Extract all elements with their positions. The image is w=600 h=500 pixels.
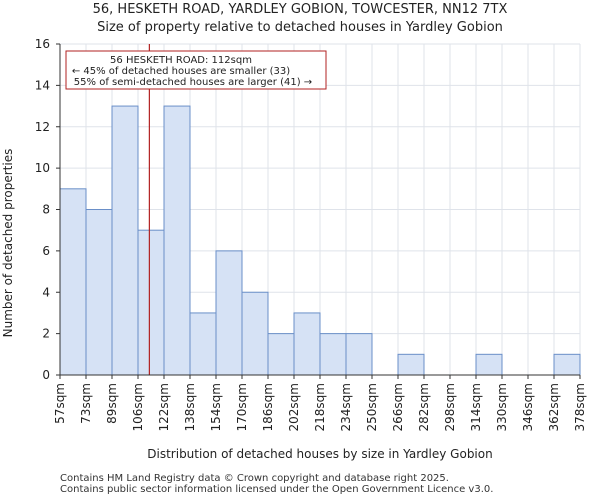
- bar-57sqm: [59, 188, 87, 376]
- bar-106sqm: [137, 229, 165, 376]
- y-tick-label-8: 8: [42, 203, 50, 217]
- bar-218sqm: [319, 333, 347, 376]
- bar-314sqm: [475, 353, 503, 376]
- y-tick-label-6: 6: [42, 244, 50, 258]
- x-tick-label-202sqm: 202sqm: [287, 383, 301, 431]
- y-tick-label-14: 14: [35, 78, 50, 92]
- y-tick-label-12: 12: [35, 120, 50, 134]
- bars: [59, 105, 581, 376]
- bar-154sqm: [215, 250, 243, 376]
- bar-186sqm: [267, 333, 295, 376]
- bar-170sqm: [241, 291, 269, 376]
- bar-266sqm: [397, 353, 425, 376]
- x-tick-label-73sqm: 73sqm: [79, 383, 93, 424]
- x-tick-label-122sqm: 122sqm: [157, 383, 171, 431]
- footer-licence: Contains public sector information licen…: [60, 484, 494, 495]
- y-tick-label-10: 10: [35, 161, 50, 175]
- x-tick-label-298sqm: 298sqm: [443, 383, 457, 431]
- y-axis-label: Number of detached properties: [1, 149, 15, 338]
- x-tick-label-57sqm: 57sqm: [53, 383, 67, 424]
- annotation-box: [65, 50, 327, 90]
- x-tick-label-218sqm: 218sqm: [313, 383, 327, 431]
- y-tick-label-4: 4: [42, 285, 50, 299]
- x-tick-label-362sqm: 362sqm: [547, 383, 561, 431]
- annotation-line-1: 56 HESKETH ROAD: 112sqm: [110, 55, 252, 66]
- y-tick-label-2: 2: [42, 327, 50, 341]
- x-tick-label-346sqm: 346sqm: [521, 383, 535, 431]
- bar-89sqm: [111, 105, 139, 376]
- x-tick-label-106sqm: 106sqm: [131, 383, 145, 431]
- bar-73sqm: [85, 209, 113, 376]
- annotation-line-3: 55% of semi-detached houses are larger (…: [74, 77, 312, 88]
- x-tick-label-170sqm: 170sqm: [235, 383, 249, 431]
- x-tick-label-250sqm: 250sqm: [365, 383, 379, 431]
- x-tick-label-266sqm: 266sqm: [391, 383, 405, 431]
- y-tick-label-0: 0: [42, 368, 50, 382]
- footer-copyright: Contains HM Land Registry data © Crown c…: [60, 473, 449, 484]
- x-tick-label-330sqm: 330sqm: [495, 383, 509, 431]
- axes: 0 2 4 6 8 10 12 14 16 57sqm 73sqm 89sqm 106sqm 122sqm…: [35, 37, 587, 431]
- x-tick-label-154sqm: 154sqm: [209, 383, 223, 431]
- x-tick-label-282sqm: 282sqm: [417, 383, 431, 431]
- annotation: 56 HESKETH ROAD: 112sqm ← 45% of detache…: [65, 50, 327, 90]
- bar-202sqm: [293, 312, 321, 376]
- x-tick-label-234sqm: 234sqm: [339, 383, 353, 431]
- x-tick-label-89sqm: 89sqm: [105, 383, 119, 424]
- x-tick-label-138sqm: 138sqm: [183, 383, 197, 431]
- chart-title-address: 56, HESKETH ROAD, YARDLEY GOBION, TOWCES…: [92, 2, 508, 17]
- x-tick-label-314sqm: 314sqm: [469, 383, 483, 431]
- bar-362sqm: [553, 353, 581, 376]
- y-tick-label-16: 16: [35, 37, 50, 51]
- x-axis-label: Distribution of detached houses by size …: [147, 447, 492, 461]
- bar-122sqm: [163, 105, 191, 376]
- x-tick-label-378sqm: 378sqm: [573, 383, 587, 431]
- x-tick-label-186sqm: 186sqm: [261, 383, 275, 431]
- bar-234sqm: [345, 333, 373, 376]
- annotation-line-2: ← 45% of detached houses are smaller (33…: [72, 66, 290, 77]
- bar-138sqm: [189, 312, 217, 376]
- chart-subtitle: Size of property relative to detached ho…: [97, 20, 503, 35]
